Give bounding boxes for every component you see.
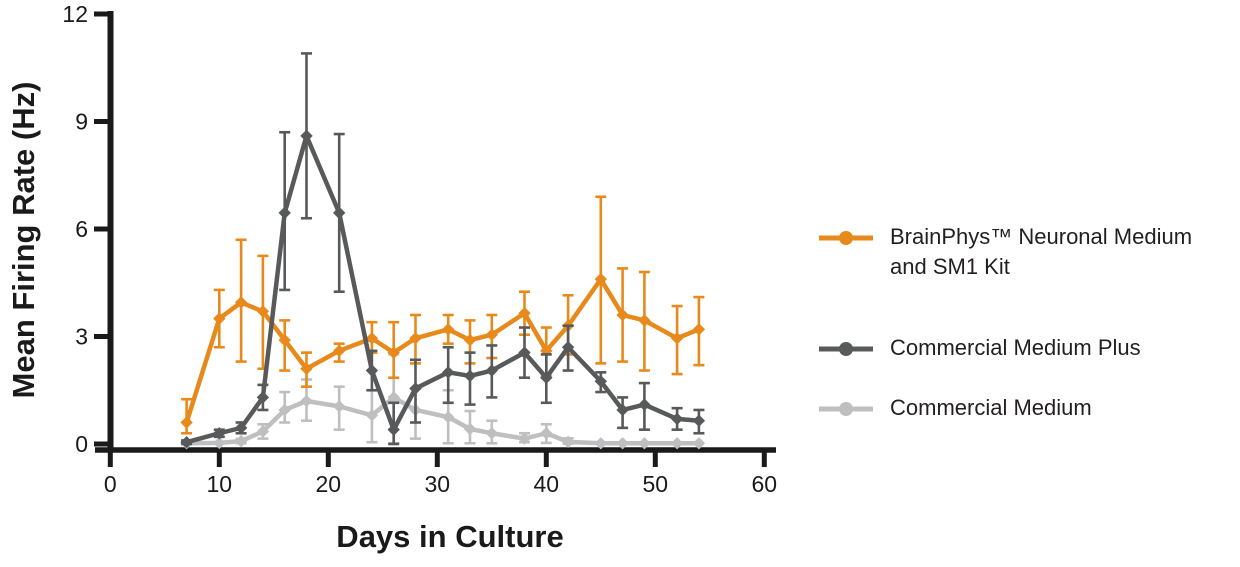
y-tick-label: 12 (62, 1, 88, 27)
data-point-marker (300, 129, 313, 143)
legend-item-commercial-medium: Commercial Medium (818, 393, 1092, 423)
data-point-marker (670, 437, 684, 450)
legend-item-commercial-medium-plus: Commercial Medium Plus (818, 333, 1141, 363)
x-tick-label: 40 (534, 471, 560, 497)
data-point-marker (256, 305, 270, 318)
data-point-marker (638, 437, 651, 450)
data-point-marker (540, 344, 553, 358)
data-point-marker (561, 341, 575, 354)
data-point-marker (518, 346, 531, 359)
data-point-marker (180, 416, 193, 429)
data-point-marker (278, 206, 291, 220)
data-point-marker (442, 323, 455, 336)
data-point-marker (333, 400, 346, 413)
y-tick-label: 3 (75, 324, 88, 350)
y-tick-label: 9 (75, 109, 88, 135)
data-point-marker (333, 206, 346, 220)
data-point-marker (365, 364, 379, 377)
data-point-marker (365, 332, 379, 345)
data-point-marker (278, 333, 291, 347)
data-point-marker (463, 369, 477, 383)
data-point-marker (387, 423, 400, 436)
legend-line-marker-lightgray-icon (819, 402, 873, 416)
data-point-marker (234, 434, 248, 448)
data-point-marker (638, 314, 651, 327)
y-tick-label: 6 (75, 216, 88, 242)
data-point-marker (692, 323, 706, 336)
data-point-marker (234, 296, 248, 309)
data-point-marker (594, 437, 607, 450)
x-tick-label: 50 (643, 471, 669, 497)
data-point-marker (561, 435, 575, 449)
data-point-marker (485, 427, 498, 440)
commercial-medium-series (180, 353, 706, 450)
x-tick-label: 10 (207, 471, 233, 497)
data-point-marker (518, 307, 531, 320)
data-point-marker (594, 375, 607, 388)
data-point-marker (463, 333, 477, 347)
x-tick-label: 20 (316, 471, 342, 497)
data-point-marker (234, 421, 248, 435)
data-point-marker (256, 425, 270, 438)
legend-line-marker-darkgray-icon (819, 342, 873, 356)
data-point-marker (256, 391, 270, 404)
data-point-marker (278, 403, 291, 417)
data-point-marker (485, 364, 498, 377)
data-point-marker (616, 308, 629, 322)
legend-item-brainphys: BrainPhys™ Neuronal Medium and SM1 Kit (818, 222, 1192, 282)
data-point-marker (409, 332, 422, 345)
data-point-marker (333, 344, 346, 358)
data-point-marker (616, 403, 629, 417)
data-point-marker (213, 427, 226, 440)
data-point-marker (540, 427, 553, 440)
data-point-marker (365, 409, 379, 422)
data-point-marker (594, 272, 607, 286)
data-point-marker (616, 437, 629, 450)
data-point-marker (463, 422, 477, 436)
brainphys-series (180, 195, 706, 435)
data-point-marker (213, 312, 226, 325)
data-point-marker (180, 436, 193, 449)
data-point-marker (442, 366, 455, 379)
commercial-medium-plus-series (180, 52, 706, 449)
legend-label-line: BrainPhys™ Neuronal Medium (890, 224, 1193, 249)
data-point-marker (692, 414, 706, 427)
legend-label-line: Commercial Medium Plus (890, 335, 1141, 360)
data-point-marker (213, 436, 226, 450)
data-point-marker (485, 328, 498, 341)
legend-label-line: Commercial Medium (890, 395, 1092, 420)
data-point-marker (409, 382, 422, 395)
x-axis-title: Days in Culture (336, 519, 564, 554)
data-point-marker (387, 346, 400, 359)
legend-line-marker-orange-icon (819, 231, 873, 245)
y-axis-title: Mean Firing Rate (Hz) (6, 81, 41, 399)
data-point-marker (518, 432, 531, 445)
y-tick-label: 0 (75, 431, 88, 457)
data-point-marker (442, 410, 455, 424)
data-point-marker (300, 362, 313, 375)
data-point-marker (300, 394, 313, 408)
data-point-marker (670, 412, 684, 426)
data-point-marker (540, 371, 553, 384)
data-point-marker (387, 391, 400, 404)
data-point-marker (638, 398, 651, 411)
legend-label-line: and SM1 Kit (890, 254, 1010, 279)
x-tick-label: 0 (104, 471, 117, 497)
data-point-marker (692, 437, 706, 450)
x-tick-label: 30 (425, 471, 451, 497)
x-tick-label: 60 (752, 471, 778, 497)
data-point-marker (670, 332, 684, 345)
